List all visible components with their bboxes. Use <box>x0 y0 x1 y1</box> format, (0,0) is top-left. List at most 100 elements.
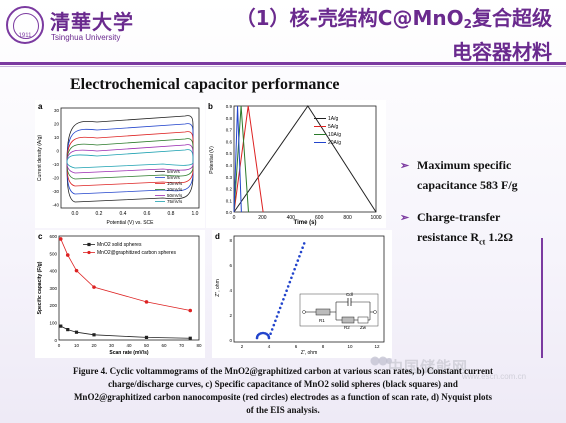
panel-a-xtick: 0.0 <box>72 211 79 217</box>
panel-b-ytick: 0.2 <box>226 187 233 192</box>
nyquist-point <box>288 280 292 284</box>
panel-a-legend-entry: 75mV/s <box>167 199 183 204</box>
header-divider-thin <box>0 66 566 67</box>
panel-c-xtick: 40 <box>126 343 132 348</box>
panel-a-ytick: -20 <box>52 176 59 181</box>
panel-d-xtick: 8 <box>322 344 325 349</box>
panel-a-ytick: -30 <box>52 189 59 194</box>
capacitance-series-line <box>60 238 191 311</box>
arrow-bullet-icon: ➢ <box>400 212 410 224</box>
panel-b-ytick: 0.6 <box>226 139 233 144</box>
panel-c-xtick: 70 <box>179 343 185 348</box>
arrow-bullet-icon: ➢ <box>400 160 410 172</box>
capacitance-point-circle <box>58 237 63 241</box>
nyquist-point <box>283 293 287 297</box>
circuit-zw: Zw <box>360 325 367 330</box>
panel-a-legend-entry: 5mV/s <box>167 169 181 174</box>
cv-loop <box>66 123 194 195</box>
nyquist-point <box>277 310 280 314</box>
gcd-series-line <box>233 105 249 213</box>
gcd-series-line <box>233 105 242 213</box>
panel-b-ytick: 0.9 <box>226 104 233 109</box>
panel-a-xtick: 0.4 <box>120 211 127 217</box>
panel-a-ytick: 20 <box>54 122 60 127</box>
capacitance-point-circle <box>144 300 149 304</box>
panel-c-ylabel: Specific capacity (F/g) <box>37 261 43 314</box>
caption-line-3: MnO2@graphitized carbon nanocomposite (r… <box>73 392 493 402</box>
circuit-r2: R2 <box>344 325 350 330</box>
panel-a-ytick: -40 <box>52 203 59 208</box>
panel-d-nyquist: d 2 4 6 8 10 12 8 6 4 2 0 Cdl R1 R2 <box>212 230 392 358</box>
panel-b-xtick: 600 <box>315 215 324 221</box>
slide-title-line2: 电容器材料 <box>452 40 552 64</box>
nyquist-point <box>290 276 293 280</box>
panel-d-xtick: 12 <box>374 344 380 349</box>
nyquist-point <box>293 267 296 271</box>
nyquist-point <box>269 332 272 335</box>
nyquist-point <box>270 328 274 331</box>
tsinghua-logo: 1911 清華大学 Tsinghua University <box>6 6 161 54</box>
panel-b-legend-entry: 10A/g <box>328 132 341 138</box>
panel-c-xtick: 60 <box>161 343 167 348</box>
panel-d-ytick: 2 <box>229 313 232 318</box>
panel-a-legend-entry: 50mV/s <box>167 193 183 198</box>
panel-d-xtick: 6 <box>295 344 298 349</box>
panel-d-xtick: 2 <box>241 344 244 349</box>
panel-c-xtick: 20 <box>91 343 97 348</box>
caption-line-2: charge/discharge curves, c) Specific cap… <box>108 379 458 389</box>
panel-b-ytick: 0.4 <box>226 163 233 168</box>
panel-c-xtick: 80 <box>196 343 202 348</box>
capacitance-point-square <box>74 330 79 334</box>
panel-b-xtick: 1000 <box>370 215 381 221</box>
panel-d-ytick: 4 <box>229 288 232 293</box>
caption-line-4: of the EIS analysis. <box>246 405 320 415</box>
bullet-max-capacitance: ➢ Maximum specific capacitance 583 F/g <box>400 158 518 192</box>
nyquist-point <box>301 246 304 249</box>
panel-c-ytick: 100 <box>49 321 57 326</box>
seal-year: 1911 <box>18 33 32 39</box>
header-divider <box>0 62 566 65</box>
panel-b-xtick: 400 <box>287 215 296 221</box>
logo-english-name: Tsinghua University <box>51 33 121 42</box>
panel-a-xtick: 0.8 <box>168 211 175 217</box>
slide-title-line1: （1）核-壳结构C@MnO2复合超级 <box>235 6 552 31</box>
nyquist-point <box>274 319 277 323</box>
panel-c-legend-entry: MnO2 solid spheres <box>97 242 142 248</box>
capacitance-point-circle <box>92 285 96 289</box>
panel-c-ytick: 0 <box>54 338 57 343</box>
capacitance-point-circle <box>65 253 70 257</box>
panel-a-xtick: 1.0 <box>192 211 199 217</box>
resistor-r1-icon <box>315 308 331 316</box>
panel-b-xtick: 0 <box>233 215 236 221</box>
caption-line-1: Figure 4. Cyclic voltammograms of the Mn… <box>73 366 493 376</box>
panel-c-xlabel: Scan rate (mV/s) <box>109 350 149 356</box>
nyquist-point <box>278 306 282 310</box>
nyquist-point <box>294 263 298 267</box>
panel-c-ytick: 200 <box>49 303 57 308</box>
panel-a-ylabel: Current density (A/g) <box>37 135 43 181</box>
panel-c-xtick: 50 <box>144 343 150 348</box>
panel-c-ytick: 300 <box>49 286 57 291</box>
panel-d-xlabel: Z', ohm <box>301 350 318 356</box>
warburg-icon <box>357 316 369 324</box>
panel-b-xtick: 200 <box>258 215 267 221</box>
nyquist-point <box>299 250 303 254</box>
circuit-r1: R1 <box>319 318 325 323</box>
panel-a-ytick: -10 <box>52 162 59 167</box>
capacitance-point-square <box>144 335 149 339</box>
panel-a-ytick: 30 <box>54 108 60 113</box>
cv-loop <box>66 115 194 203</box>
nyquist-point <box>302 242 306 245</box>
panel-b-ytick: 0.8 <box>226 116 233 121</box>
panel-d-svg: d 2 4 6 8 10 12 8 6 4 2 0 Cdl R1 R2 <box>215 232 385 356</box>
circuit-cdl: Cdl <box>346 292 353 297</box>
tsinghua-seal-icon: 1911 <box>6 6 44 44</box>
panel-b-legend-entry: 5A/g <box>328 124 339 130</box>
panel-a-cv: a 0.0 0.2 0.4 0.6 0.8 1.0 30 20 10 0 -10 -20 -30 -40… <box>35 100 205 228</box>
nyquist-point <box>272 323 276 327</box>
panel-a-xlabel: Potential (V) vs. SCE <box>107 220 155 226</box>
gcd-series-line <box>233 105 264 213</box>
panel-c-xtick: 30 <box>109 343 115 348</box>
panel-b-ytick: 0.5 <box>226 151 233 156</box>
cv-loop <box>66 149 194 169</box>
